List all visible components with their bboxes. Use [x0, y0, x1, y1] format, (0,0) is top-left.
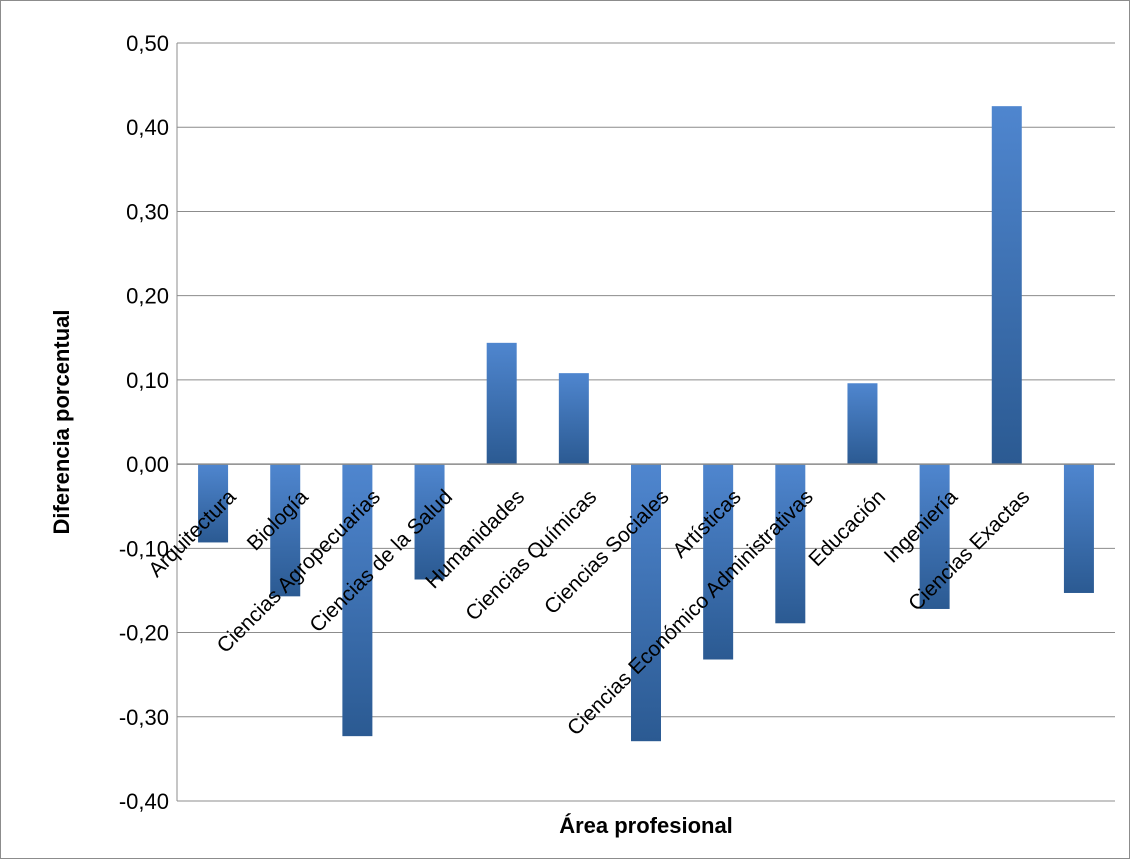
bar — [919, 464, 950, 609]
y-tick-label: 0,50 — [126, 31, 169, 56]
bar — [775, 464, 806, 624]
category-label: Educación — [804, 485, 890, 571]
y-tick-label: -0,10 — [119, 536, 169, 561]
bar — [991, 106, 1022, 465]
bar — [486, 342, 517, 465]
y-tick-label: -0,20 — [119, 621, 169, 646]
bar — [631, 464, 661, 742]
bar — [414, 464, 445, 580]
x-axis-title: Área profesional — [559, 813, 733, 838]
y-tick-label: -0,30 — [119, 705, 169, 730]
y-tick-label: 0,30 — [126, 199, 169, 224]
bars — [177, 106, 1115, 742]
y-axis-title: Diferencia porcentual — [49, 310, 74, 535]
bar — [342, 464, 373, 737]
y-tick-label: 0,40 — [126, 115, 169, 140]
bar — [558, 373, 589, 465]
bar — [703, 464, 734, 660]
y-tick-label: 0,10 — [126, 368, 169, 393]
y-tick-label: 0,20 — [126, 284, 169, 309]
y-tick-label: -0,40 — [119, 789, 169, 814]
y-tick-labels: -0,40 -0,30 -0,20 -0,10 0,00 0,10 0,20 0,30 0,40… — [119, 31, 169, 814]
y-tick-label: 0,00 — [126, 452, 169, 477]
bar — [198, 464, 229, 543]
bar — [1063, 464, 1094, 593]
category-label: Ciencias Químicas — [461, 485, 601, 625]
bar — [270, 464, 301, 597]
bar — [847, 383, 878, 465]
